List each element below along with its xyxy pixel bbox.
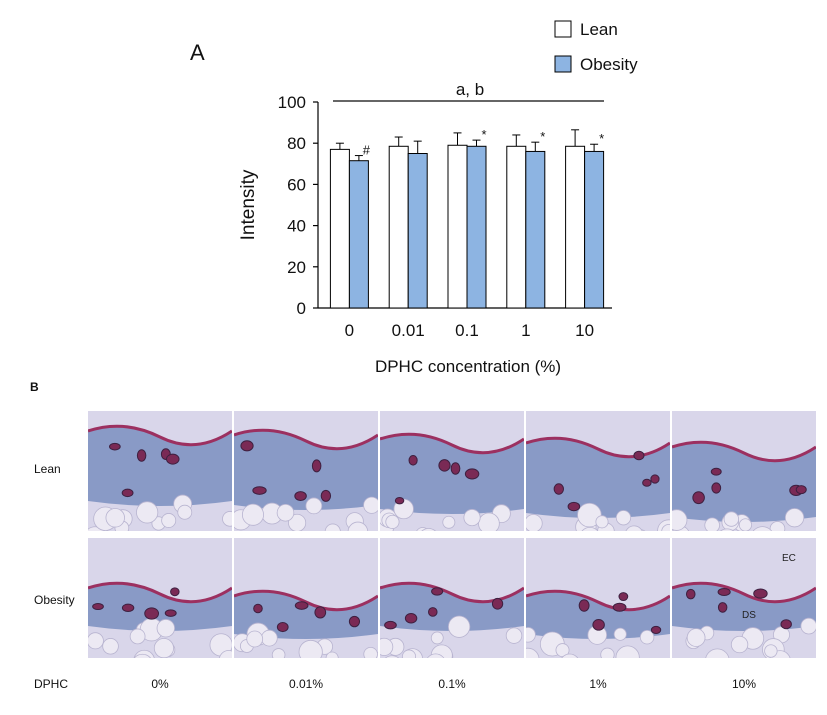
histology-image — [234, 411, 378, 531]
y-tick-label: 40 — [287, 217, 306, 236]
tissue-label-ec: EC — [782, 553, 796, 564]
histology-image — [88, 538, 232, 658]
y-tick-label: 60 — [287, 175, 306, 194]
x-axis-title: DPHC concentration (%) — [375, 357, 561, 376]
row-label-lean: Lean — [34, 462, 61, 476]
x-tick-label: 0.01 — [392, 321, 425, 340]
x-tick-label: 0.1 — [455, 321, 479, 340]
significance-mark: * — [481, 127, 486, 142]
tissue-label-ds: DS — [742, 610, 756, 621]
legend-label-obesity: Obesity — [580, 55, 638, 74]
row-label-obesity: Obesity — [34, 593, 75, 607]
bar-lean — [388, 145, 409, 309]
histology-image — [526, 538, 670, 658]
panel-a-letter: A — [190, 40, 205, 65]
bar-obesity — [584, 150, 605, 309]
legend-swatch-lean — [554, 20, 572, 38]
bar-lean — [506, 145, 527, 309]
x-tick-label: 1 — [521, 321, 530, 340]
bar-obesity — [525, 150, 546, 309]
y-tick-label: 100 — [278, 93, 306, 112]
bar-lean — [329, 148, 350, 309]
bar-lean — [565, 145, 586, 309]
histology-image — [672, 411, 816, 531]
legend-label-lean: Lean — [580, 20, 618, 39]
column-label-0: 0% — [151, 677, 169, 691]
significance-mark: * — [599, 131, 604, 146]
column-label-01: 0.1% — [438, 677, 466, 691]
dphc-axis-label: DPHC — [34, 677, 69, 691]
x-tick-label: 10 — [575, 321, 594, 340]
x-tick-label: 0 — [345, 321, 354, 340]
histology-image — [380, 411, 524, 531]
significance-mark: # — [363, 143, 371, 158]
column-label-001: 0.01% — [288, 677, 324, 691]
histology-image — [672, 538, 816, 658]
histology-image — [380, 538, 524, 658]
histology-image — [526, 411, 670, 531]
y-tick-label: 80 — [287, 134, 306, 153]
column-label-10: 10% — [731, 677, 757, 691]
y-tick-label: 20 — [287, 258, 306, 277]
histology-image — [234, 538, 378, 658]
y-axis-title: Intensity — [238, 169, 259, 240]
column-label-1: 1% — [589, 677, 607, 691]
bar-obesity — [466, 145, 487, 309]
y-tick-label: 0 — [297, 299, 306, 318]
significance-mark: * — [540, 129, 545, 144]
annotation-label: a, b — [456, 80, 484, 99]
bar-obesity — [407, 153, 428, 309]
panel-b-letter: B — [30, 380, 39, 394]
legend-swatch-obesity — [554, 55, 572, 73]
histology-image — [88, 411, 232, 531]
bar-lean — [447, 144, 468, 309]
bar-obesity — [348, 160, 369, 309]
